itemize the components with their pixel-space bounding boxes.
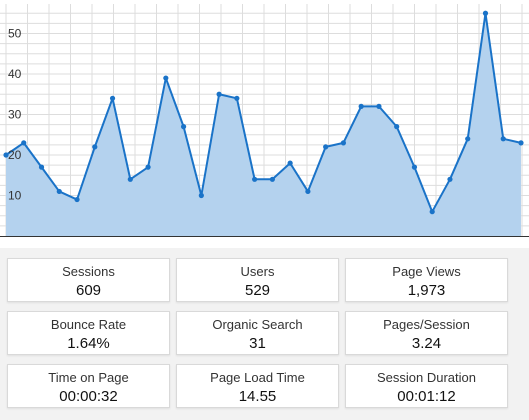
y-tick-label: 20 — [8, 148, 22, 162]
stat-label: Users — [240, 264, 275, 279]
stat-card-sessions: Sessions 609 — [7, 258, 170, 302]
sessions-area-chart: 10 20 30 40 50 — [0, 4, 529, 237]
data-point — [269, 176, 275, 182]
data-point — [340, 140, 347, 146]
stat-value: 1.64% — [67, 335, 110, 352]
data-point — [92, 144, 98, 150]
stats-panel: Sessions 609 Users 529 Page Views 1,973 … — [0, 248, 529, 420]
y-tick-label: 10 — [8, 189, 22, 203]
stat-value: 31 — [249, 335, 266, 352]
data-point — [38, 164, 45, 170]
stat-label: Bounce Rate — [50, 317, 127, 332]
y-axis-labels: 10 20 30 40 50 — [8, 27, 22, 203]
data-point — [234, 95, 240, 101]
data-point — [21, 140, 27, 146]
y-tick-label: 30 — [8, 108, 22, 122]
data-point — [358, 103, 364, 109]
data-point — [56, 188, 62, 195]
data-point — [447, 176, 453, 182]
data-point — [127, 176, 133, 182]
stat-label: Time on Page — [48, 370, 129, 385]
stat-card-organic-search: Organic Search 31 — [176, 311, 339, 355]
stat-label: Page Load Time — [210, 370, 305, 385]
stat-card-time-on-page: Time on Page 00:00:32 — [7, 364, 170, 408]
data-point — [180, 124, 187, 130]
stat-card-page-load-time: Page Load Time 14.55 — [176, 364, 339, 408]
data-point — [465, 136, 471, 142]
stat-card-page-views: Page Views 1,973 — [345, 258, 508, 302]
chart-area-layer — [0, 12, 529, 237]
data-point — [145, 164, 151, 170]
y-tick-label: 50 — [8, 27, 22, 41]
area-fill — [6, 13, 521, 236]
stat-value: 00:00:32 — [59, 388, 118, 405]
stat-card-session-duration: Session Duration 00:01:12 — [345, 364, 508, 408]
data-point — [518, 140, 524, 146]
stat-value: 3.24 — [411, 335, 442, 352]
stat-label: Sessions — [62, 264, 115, 279]
data-point — [376, 103, 382, 109]
stat-label: Session Duration — [377, 370, 476, 385]
data-point — [252, 176, 258, 182]
stat-label: Page Views — [392, 264, 461, 279]
data-point — [74, 196, 80, 203]
stat-value: 609 — [75, 282, 102, 299]
stat-card-users: Users 529 — [176, 258, 339, 302]
data-point — [394, 124, 400, 130]
y-tick-label: 40 — [8, 67, 22, 81]
stat-label: Organic Search — [212, 317, 303, 332]
stat-value: 1,973 — [407, 282, 446, 299]
data-point — [163, 75, 169, 81]
stat-value: 14.55 — [238, 388, 277, 405]
data-point — [216, 91, 222, 97]
chart-points — [3, 10, 524, 215]
data-point — [323, 144, 329, 150]
data-point — [109, 95, 116, 101]
data-point — [411, 164, 418, 170]
stat-value: 529 — [244, 282, 271, 299]
data-point — [482, 10, 489, 16]
data-point — [3, 152, 9, 158]
stat-card-bounce-rate: Bounce Rate 1.64% — [7, 311, 170, 355]
data-point — [305, 188, 311, 195]
stat-label: Pages/Session — [383, 317, 470, 332]
series-line — [5, 12, 522, 213]
stat-value: 00:01:12 — [397, 388, 456, 405]
data-point — [287, 160, 293, 166]
data-point — [198, 192, 204, 199]
data-point — [500, 136, 506, 142]
stat-card-pages-per-session: Pages/Session 3.24 — [345, 311, 508, 355]
data-point — [429, 209, 435, 215]
